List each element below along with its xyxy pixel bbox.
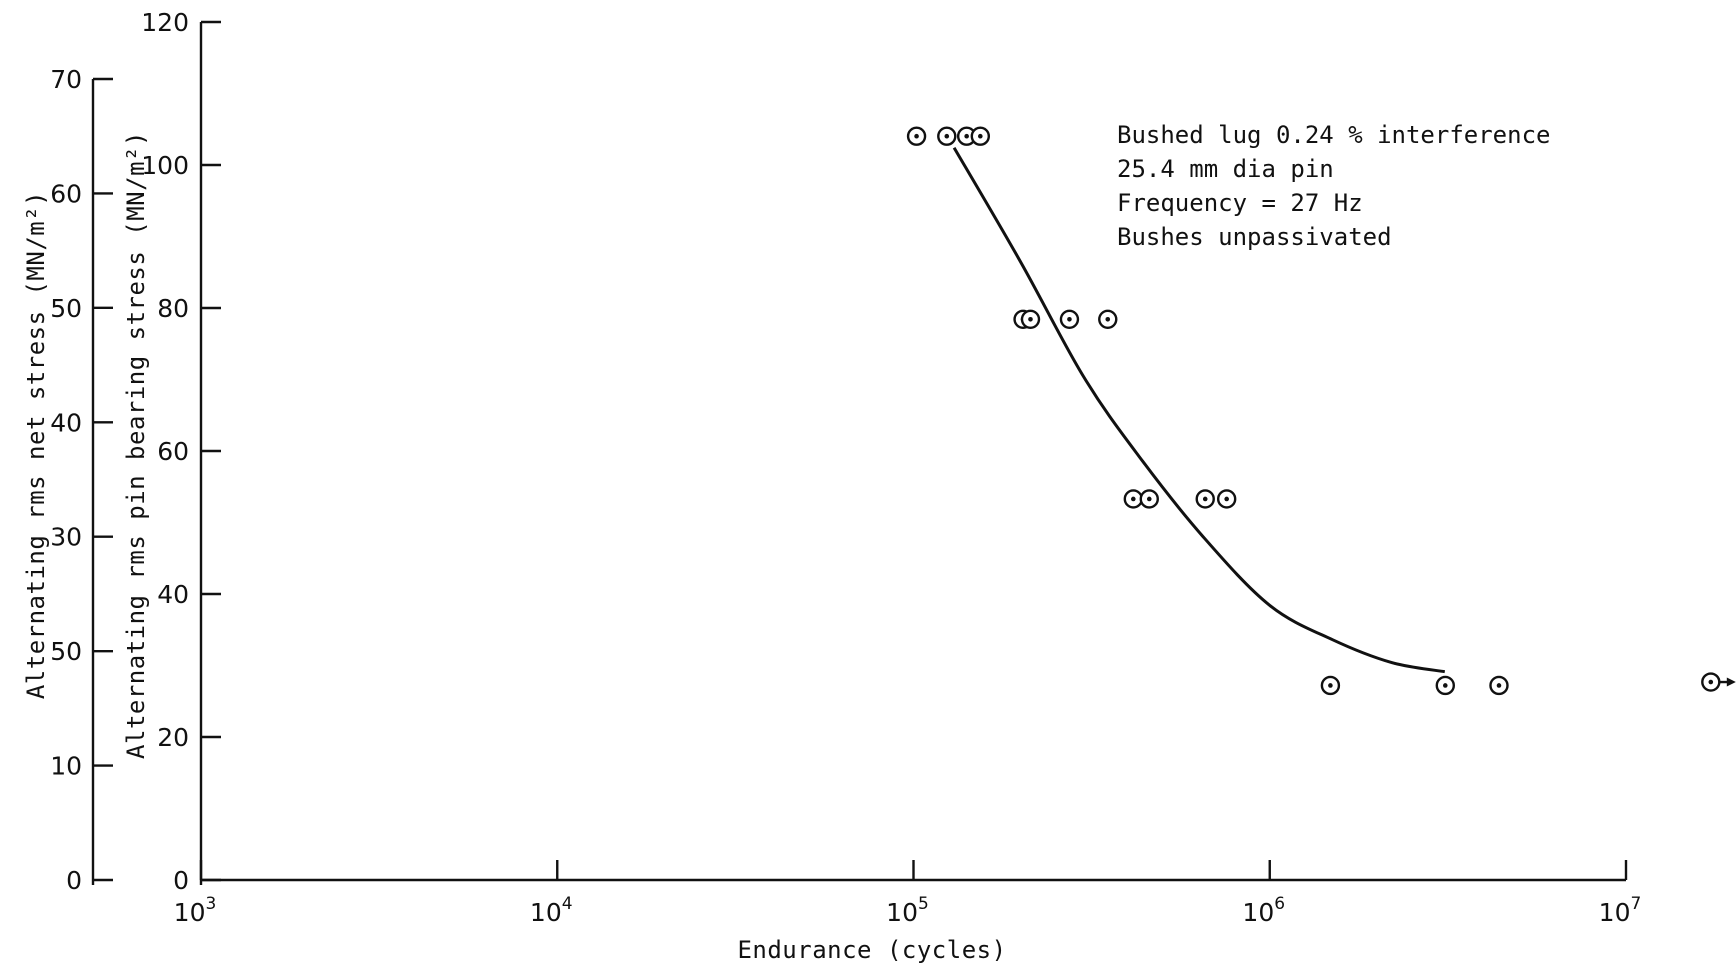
fit-curve (952, 146, 1446, 674)
data-point (1435, 675, 1455, 696)
outer-y-axis-title: Alternating rms net stress (MN/m²) (22, 191, 50, 699)
outer-y-tick-label: 70 (50, 65, 82, 94)
outer-y-tick-label: 60 (50, 179, 82, 208)
data-point (1059, 309, 1080, 329)
inner-y-tick-label: 120 (141, 8, 189, 37)
data-point (970, 126, 991, 146)
x-axis-title: Endurance (cycles) (737, 936, 1006, 964)
x-tick-label: 103 (174, 894, 217, 927)
annotation-line-4: Bushes unpassivated (1117, 223, 1392, 251)
data-point (1320, 675, 1341, 696)
outer-y-tick-label: 50 (50, 637, 82, 666)
annotation-block: Bushed lug 0.24 % interference 25.4 mm d… (1117, 121, 1550, 251)
data-point (906, 126, 927, 146)
x-tick-label: 106 (1242, 894, 1285, 927)
inner-y-tick-label: 80 (157, 294, 189, 323)
x-tick-label: 104 (530, 894, 573, 927)
data-point (937, 126, 957, 146)
data-point (956, 126, 977, 146)
inner-y-tick-label: 60 (157, 437, 189, 466)
data-point (1020, 309, 1041, 329)
data-point (1139, 489, 1159, 509)
inner-y-tick-label: 100 (141, 151, 189, 180)
outer-y-tick-label: 0 (66, 866, 82, 895)
outer-y-tick-label: 40 (50, 408, 82, 437)
annotation-line-3: Frequency = 27 Hz (1117, 189, 1363, 217)
inner-y-tick-label: 20 (157, 723, 189, 752)
inner-y-ticks: 0 20 40 60 80 100 120 (141, 8, 221, 895)
outer-y-tick-label: 30 (50, 523, 82, 552)
axes (91, 22, 1626, 885)
data-point (1216, 489, 1237, 509)
inner-y-tick-label: 40 (157, 580, 189, 609)
annotation-line-1: Bushed lug 0.24 % interference (1117, 121, 1550, 149)
data-point (1098, 309, 1118, 329)
runout-data-point (1701, 672, 1736, 692)
data-point (1489, 675, 1509, 696)
annotation-line-2: 25.4 mm dia pin (1117, 155, 1334, 183)
outer-y-tick-label: 50 (50, 294, 82, 323)
x-ticks: 103 104 105 106 107 (174, 860, 1642, 927)
inner-y-axis-title: Alternating rms pin bearing stress (MN/m… (122, 131, 150, 759)
data-point (1123, 489, 1144, 509)
data-points (906, 126, 1736, 696)
x-tick-label: 107 (1599, 894, 1642, 927)
data-point (1195, 489, 1215, 509)
x-tick-label: 105 (886, 894, 929, 927)
outer-y-tick-label: 10 (50, 752, 82, 781)
outer-y-ticks: 0 10 50 30 40 50 60 70 (50, 65, 113, 895)
inner-y-tick-label: 0 (173, 866, 189, 895)
